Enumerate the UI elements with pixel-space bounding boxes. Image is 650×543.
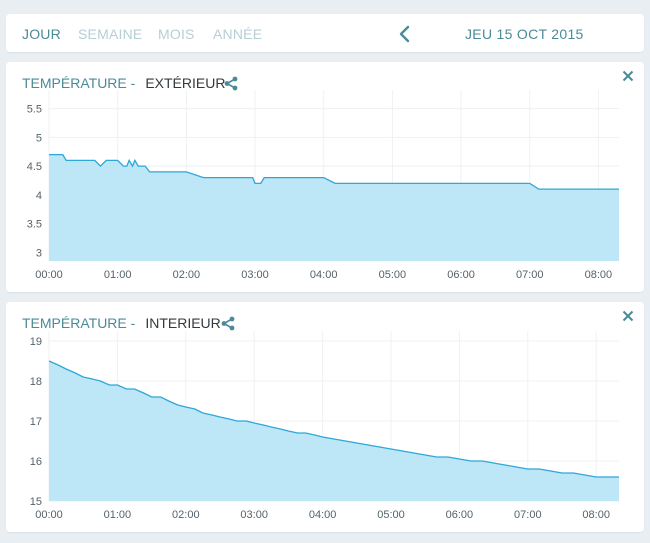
y-tick-label: 19 [30, 336, 42, 348]
x-tick-label: 03:00 [241, 269, 269, 281]
temperature-exterior-card: 3 3.5 4 4.5 5 5.5 00:00 01:00 02:00 03:00 04:00 05:… [6, 62, 644, 292]
close-icon [622, 70, 634, 82]
x-tick-label: 00:00 [35, 509, 63, 521]
y-tick-label: 16 [30, 456, 42, 468]
card-title-name: EXTÉRIEUR [145, 75, 226, 91]
y-tick-label: 3 [36, 247, 42, 259]
x-tick-label: 06:00 [447, 269, 475, 281]
tab-year[interactable]: ANNÉE [213, 26, 263, 42]
x-tick-label: 08:00 [585, 269, 613, 281]
temperature-interior-card: 15 16 17 18 19 00:00 01:00 02:00 03:00 04:00 05:00… [6, 302, 644, 532]
x-tick-label: 05:00 [379, 269, 407, 281]
previous-date-button[interactable] [396, 24, 414, 44]
x-tick-label: 04:00 [310, 269, 338, 281]
close-card-button[interactable] [620, 68, 636, 84]
x-tick-label: 02:00 [172, 509, 200, 521]
y-tick-label: 5.5 [27, 104, 42, 116]
y-tick-label: 15 [30, 496, 42, 508]
tab-month[interactable]: MOIS [158, 26, 195, 42]
y-tick-label: 4 [36, 190, 42, 202]
x-tick-label: 07:00 [514, 509, 542, 521]
series-line [49, 153, 619, 190]
close-icon [622, 310, 634, 322]
x-tick-label: 06:00 [446, 509, 474, 521]
current-date-label: JEU 15 OCT 2015 [465, 26, 584, 42]
share-icon[interactable] [221, 316, 235, 331]
x-tick-label: 02:00 [173, 269, 201, 281]
share-icon[interactable] [224, 76, 238, 91]
exterior-temperature-chart: 3 3.5 4 4.5 5 5.5 00:00 01:00 02:00 03:00 04:00 05:… [27, 90, 619, 281]
tab-day[interactable]: JOUR [22, 26, 61, 42]
series-area [49, 154, 619, 261]
series-area [49, 361, 619, 501]
x-tick-label: 01:00 [104, 269, 132, 281]
period-toolbar: JOUR SEMAINE MOIS ANNÉE JEU 15 OCT 2015 [6, 14, 644, 52]
x-tick-label: 01:00 [104, 509, 132, 521]
x-tick-label: 03:00 [240, 509, 268, 521]
y-tick-label: 4.5 [27, 161, 42, 173]
card-title-prefix: TEMPÉRATURE - [22, 315, 136, 331]
card-title-prefix: TEMPÉRATURE - [22, 75, 136, 91]
y-tick-label: 18 [30, 376, 42, 388]
x-tick-label: 07:00 [516, 269, 544, 281]
series-line [48, 360, 619, 478]
x-tick-label: 04:00 [309, 509, 337, 521]
y-tick-label: 17 [30, 416, 42, 428]
close-card-button[interactable] [620, 308, 636, 324]
card-title-name: INTERIEUR [145, 315, 221, 331]
card-title: TEMPÉRATURE - INTERIEUR [22, 315, 221, 331]
y-tick-label: 5 [36, 132, 42, 144]
interior-temperature-chart: 15 16 17 18 19 00:00 01:00 02:00 03:00 04:00 05:00… [30, 331, 619, 521]
x-tick-label: 05:00 [377, 509, 405, 521]
x-tick-label: 08:00 [582, 509, 610, 521]
tab-week[interactable]: SEMAINE [78, 26, 143, 42]
chevron-left-icon [399, 25, 410, 43]
x-tick-label: 00:00 [35, 269, 63, 281]
card-title: TEMPÉRATURE - EXTÉRIEUR [22, 75, 225, 91]
y-tick-label: 3.5 [27, 219, 42, 231]
